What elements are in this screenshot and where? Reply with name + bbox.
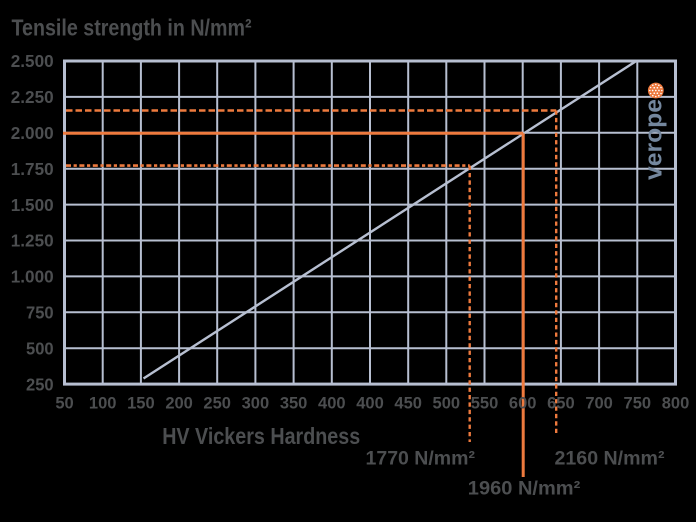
svg-text:750: 750 (624, 395, 652, 413)
svg-text:400: 400 (356, 395, 384, 413)
svg-text:600: 600 (509, 395, 537, 413)
svg-text:400: 400 (318, 395, 346, 413)
svg-text:300: 300 (242, 395, 270, 413)
svg-text:150: 150 (127, 395, 155, 413)
svg-text:1.500: 1.500 (11, 195, 54, 215)
svg-text:200: 200 (165, 395, 193, 413)
svg-text:750: 750 (26, 303, 54, 323)
svg-text:800: 800 (662, 395, 690, 413)
svg-text:50: 50 (55, 395, 73, 413)
svg-text:2.250: 2.250 (11, 87, 54, 107)
svg-text:650: 650 (547, 395, 575, 413)
svg-text:1.250: 1.250 (11, 231, 54, 251)
svg-text:250: 250 (26, 374, 54, 394)
svg-text:2.500: 2.500 (11, 51, 54, 71)
svg-text:100: 100 (89, 395, 117, 413)
svg-text:2160 N/mm²: 2160 N/mm² (555, 449, 665, 470)
svg-text:1960 N/mm²: 1960 N/mm² (468, 479, 581, 500)
svg-text:500: 500 (26, 338, 54, 358)
svg-text:700: 700 (585, 395, 613, 413)
svg-text:550: 550 (471, 395, 499, 413)
svg-text:250: 250 (203, 395, 231, 413)
svg-text:2.000: 2.000 (11, 123, 54, 143)
svg-text:1.000: 1.000 (11, 267, 54, 287)
svg-text:450: 450 (394, 395, 422, 413)
svg-text:500: 500 (433, 395, 461, 413)
svg-text:verope: verope (640, 99, 667, 180)
svg-text:Tensile strength in N/mm²: Tensile strength in N/mm² (12, 15, 252, 41)
svg-text:350: 350 (280, 395, 308, 413)
svg-text:HV Vickers Hardness: HV Vickers Hardness (162, 423, 360, 449)
svg-text:1770 N/mm²: 1770 N/mm² (366, 449, 476, 470)
svg-text:1.750: 1.750 (11, 159, 54, 179)
